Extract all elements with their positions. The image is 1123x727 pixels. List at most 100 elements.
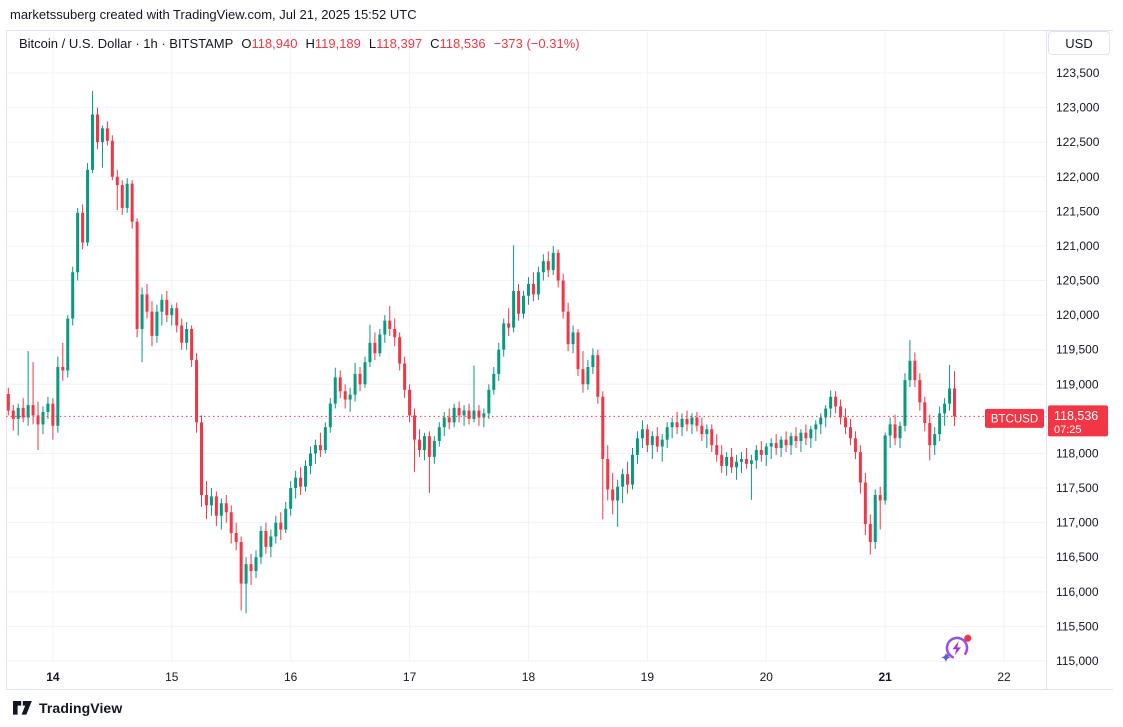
candle [180,318,184,350]
candle [447,408,451,430]
high-value: 119,189 [314,36,361,51]
sparkle-ai-icon[interactable] [939,630,975,666]
svg-text:07:25: 07:25 [1054,424,1082,436]
candle [774,434,778,455]
candle [844,408,848,435]
candle [165,290,169,323]
candle [710,424,714,453]
candle [556,249,560,288]
symbol-title[interactable]: Bitcoin / U.S. Dollar · 1h · BITSTAMP [19,36,234,51]
candle [26,351,30,426]
candle [512,245,516,333]
tradingview-logo-icon [13,701,32,715]
candle [234,522,238,551]
candle [541,254,545,281]
candle [170,304,174,326]
tradingview-attribution[interactable]: TradingView [13,700,122,716]
candlestick-chart[interactable]: 123,500 123,000 122,500 122,000 121,500 121,0… [6,30,1113,690]
candle [848,418,852,446]
lightning-bolt-icon [952,641,962,656]
candle [839,399,843,425]
candle [422,432,426,461]
svg-text:122,500: 122,500 [1056,135,1100,149]
svg-text:119,500: 119,500 [1056,343,1099,357]
candle [348,387,352,412]
candle [764,443,768,466]
candle [41,406,45,435]
candle [536,266,540,300]
candle [492,367,496,395]
candle [145,283,149,319]
svg-text:116,000: 116,000 [1056,585,1099,599]
candle [244,557,248,614]
candle [120,180,124,215]
candle [308,446,312,475]
candle [115,169,119,210]
candle [229,505,233,544]
candle [130,180,134,229]
candle [378,328,382,357]
candle [784,431,788,453]
candle [427,431,431,493]
candle [502,318,506,357]
symbol-price-pill[interactable]: BTCUSD [985,408,1044,428]
candle [254,550,258,578]
candle [358,367,362,392]
candle [809,425,813,448]
candle [16,403,20,436]
candle [928,414,932,461]
svg-text:120,000: 120,000 [1056,308,1100,322]
candle [948,364,952,411]
candle [398,332,402,371]
candle [383,315,387,343]
candle [898,421,902,448]
candle [393,318,397,347]
candle [249,553,253,585]
candle [6,387,10,416]
candle [749,454,753,500]
candle [616,479,620,527]
candle [71,266,75,326]
candle [596,349,600,404]
candle [214,491,218,527]
candle [933,427,937,455]
candle [725,452,729,476]
candle [209,488,213,516]
candle [715,434,719,462]
candle [91,90,95,174]
candle [576,328,580,376]
candle [858,445,862,494]
candle [680,413,684,437]
candle [323,422,327,454]
candle [938,406,942,442]
candle [368,324,372,368]
candle [408,384,412,423]
candle [105,121,109,146]
candle [868,514,872,555]
chart-borders [6,30,1113,690]
svg-text:123,000: 123,000 [1056,101,1100,115]
price-axis-labels[interactable]: 123,500 123,000 122,500 122,000 121,500 121,0… [1056,66,1100,668]
candle [259,526,263,565]
candle [665,422,669,448]
candle [66,315,70,378]
low-value: 118,397 [376,36,423,51]
candle [883,432,887,505]
candle [943,398,947,426]
svg-text:18: 18 [522,670,536,684]
candle [185,322,189,350]
candle [626,461,630,494]
candle [660,434,664,462]
candle [903,373,907,432]
candle [670,417,674,439]
currency-toggle-button[interactable]: USD [1048,31,1110,55]
svg-text:122,000: 122,000 [1056,170,1100,184]
time-axis-labels[interactable]: 14 15 16 17 18 19 20 21 22 [46,670,1011,684]
chart-legend: Bitcoin / U.S. Dollar · 1h · BITSTAMP O1… [19,36,580,51]
candle [730,447,734,473]
svg-text:22: 22 [997,670,1011,684]
candle [304,460,308,492]
candle [923,396,927,432]
